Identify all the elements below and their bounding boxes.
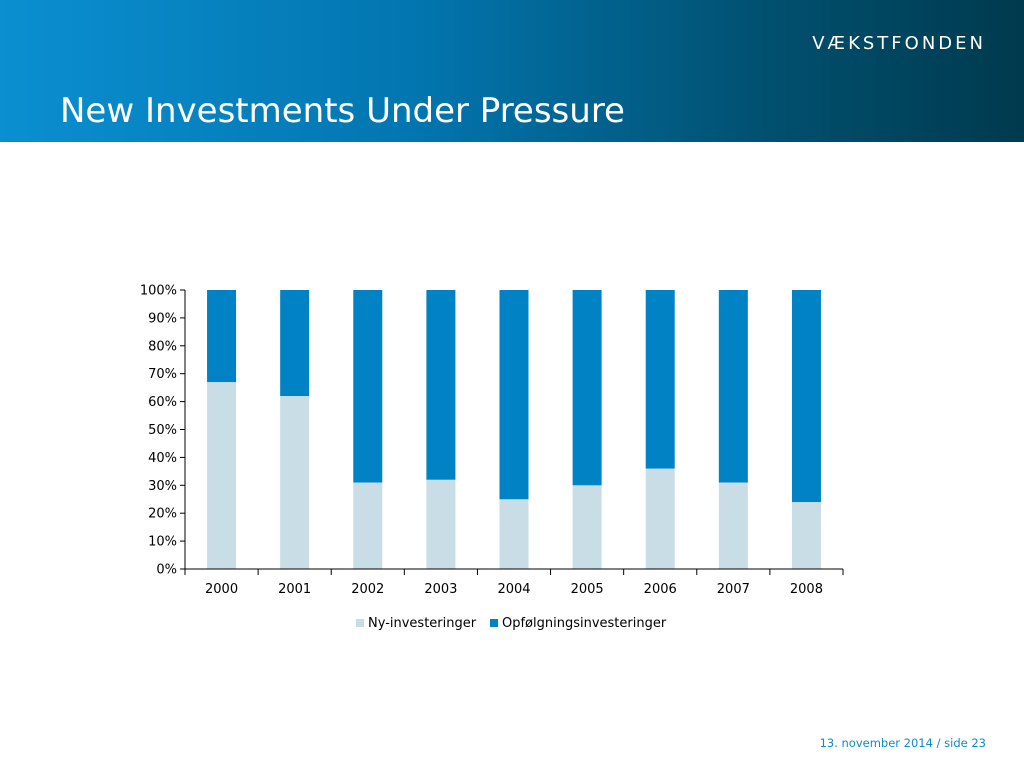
legend-label-ny: Ny-investeringer bbox=[368, 616, 477, 631]
y-tick-label: 90% bbox=[148, 311, 177, 326]
y-tick-label: 60% bbox=[148, 395, 177, 410]
footer-date: 13. november 2014 bbox=[819, 736, 933, 750]
bar-opf-2004 bbox=[499, 290, 529, 500]
y-tick-label: 10% bbox=[148, 535, 177, 550]
y-tick-label: 30% bbox=[148, 479, 177, 494]
bar-ny-2001 bbox=[280, 396, 310, 569]
x-tick-label: 2000 bbox=[205, 582, 238, 597]
bar-opf-2000 bbox=[207, 290, 237, 383]
footer: 13. november 2014 / side 23 bbox=[820, 736, 986, 750]
y-tick-label: 50% bbox=[148, 423, 177, 438]
bar-ny-2002 bbox=[353, 482, 383, 569]
bar-opf-2001 bbox=[280, 290, 310, 397]
bar-ny-2003 bbox=[426, 479, 456, 569]
bar-ny-2005 bbox=[572, 485, 602, 569]
bar-opf-2003 bbox=[426, 290, 456, 480]
bar-ny-2006 bbox=[645, 468, 675, 569]
bar-ny-2007 bbox=[718, 482, 748, 569]
x-tick-label: 2008 bbox=[790, 582, 823, 597]
y-tick-label: 100% bbox=[140, 284, 177, 299]
x-tick-label: 2007 bbox=[717, 582, 750, 597]
y-tick-label: 0% bbox=[156, 563, 177, 578]
y-tick-label: 80% bbox=[148, 339, 177, 354]
footer-separator: / bbox=[932, 736, 945, 750]
x-tick-label: 2005 bbox=[571, 582, 604, 597]
bar-opf-2008 bbox=[791, 290, 821, 503]
bar-ny-2008 bbox=[791, 502, 821, 569]
page-title: New Investments Under Pressure bbox=[60, 91, 625, 131]
bar-opf-2006 bbox=[645, 290, 675, 469]
x-tick-label: 2002 bbox=[351, 582, 384, 597]
footer-page: side 23 bbox=[944, 736, 986, 750]
bar-ny-2000 bbox=[207, 382, 237, 569]
y-tick-label: 70% bbox=[148, 367, 177, 382]
bar-opf-2007 bbox=[718, 290, 748, 483]
header-banner: VÆKSTFONDEN New Investments Under Pressu… bbox=[0, 0, 1024, 142]
x-tick-label: 2004 bbox=[497, 582, 530, 597]
x-tick-label: 2006 bbox=[644, 582, 677, 597]
x-tick-label: 2001 bbox=[278, 582, 311, 597]
legend-swatch-opf bbox=[490, 619, 498, 627]
bar-opf-2002 bbox=[353, 290, 383, 483]
bar-ny-2004 bbox=[499, 499, 529, 569]
vaekstfonden-logo: VÆKSTFONDEN bbox=[812, 33, 986, 54]
bar-opf-2005 bbox=[572, 290, 602, 486]
legend-label-opf: Opfølgningsinvesteringer bbox=[502, 616, 667, 631]
y-tick-label: 20% bbox=[148, 507, 177, 522]
y-tick-label: 40% bbox=[148, 451, 177, 466]
legend-swatch-ny bbox=[356, 619, 364, 627]
x-tick-label: 2003 bbox=[424, 582, 457, 597]
